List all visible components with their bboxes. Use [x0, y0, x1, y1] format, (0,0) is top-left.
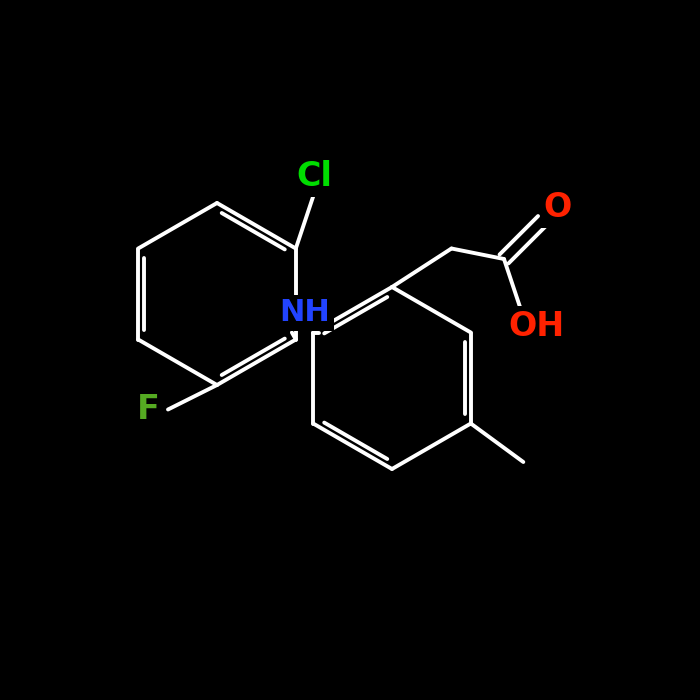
Text: NH: NH: [279, 298, 330, 328]
Text: F: F: [137, 393, 160, 426]
Text: OH: OH: [509, 310, 565, 344]
Text: O: O: [544, 191, 572, 225]
Text: Cl: Cl: [297, 160, 332, 193]
